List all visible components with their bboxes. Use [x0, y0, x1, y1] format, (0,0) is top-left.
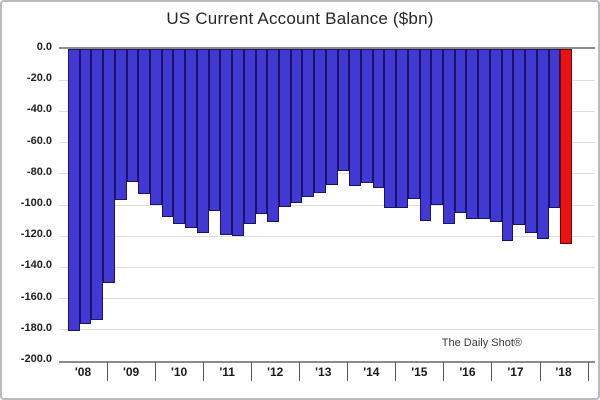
bar-12-q4: [290, 49, 303, 204]
y-tick-label: -80.0: [26, 165, 52, 178]
bar-16-q3: [466, 49, 479, 220]
bar-09-q3: [138, 49, 151, 195]
x-year-label: '11: [219, 365, 235, 379]
bar-14-q1: [349, 49, 361, 187]
bar-09-q4: [150, 49, 162, 205]
bar-15-q2: [407, 49, 420, 199]
bar-17-q3: [513, 49, 526, 226]
y-tick-label: -40.0: [26, 103, 52, 116]
x-axis-separator-tick: [203, 362, 205, 381]
gridline: [59, 266, 595, 268]
x-axis-separator-tick: [587, 362, 589, 381]
y-tick-label: -180.0: [20, 321, 52, 334]
bar-17-q4: [525, 49, 537, 234]
bar-11-q4: [243, 49, 256, 224]
bar-08-q1: [68, 49, 80, 332]
bar-10-q1: [161, 49, 174, 218]
gridline: [59, 204, 595, 206]
bar-14-q4: [384, 49, 397, 209]
bar-13-q2: [314, 49, 326, 193]
bar-11-q3: [232, 49, 244, 237]
bar-16-q2: [454, 49, 467, 213]
bar-08-q3: [91, 49, 104, 321]
plot-area: [59, 47, 595, 363]
bar-17-q1: [489, 49, 502, 223]
bar-18-q3: [560, 49, 572, 244]
x-year-label: '13: [315, 365, 332, 379]
bar-11-q2: [220, 49, 233, 235]
gridline: [59, 298, 595, 300]
x-axis-separator-tick: [395, 362, 397, 381]
x-axis-separator-tick: [347, 362, 349, 381]
x-axis-separator-tick: [443, 362, 445, 381]
gridline: [59, 329, 595, 331]
x-axis-separator-tick: [491, 362, 493, 381]
bar-10-q3: [185, 49, 197, 229]
x-year-label: '10: [171, 365, 188, 379]
y-tick-label: -100.0: [20, 197, 52, 209]
bar-13-q3: [325, 49, 338, 185]
bar-08-q4: [103, 49, 115, 283]
chart-title: US Current Account Balance ($bn): [166, 9, 434, 28]
x-axis-separator-tick: [299, 362, 301, 381]
bar-13-q1: [302, 49, 315, 198]
y-tick-label: 0.0: [36, 41, 52, 53]
x-axis-separator-tick: [155, 362, 157, 381]
y-tick-label: -200.0: [20, 353, 52, 365]
bar-16-q4: [478, 49, 490, 220]
x-axis-separator-tick: [539, 362, 541, 381]
bar-12-q2: [267, 49, 279, 223]
x-year-label: '08: [74, 365, 92, 379]
bar-11-q1: [208, 49, 221, 212]
x-year-label: '09: [122, 365, 140, 379]
bar-13-q4: [337, 49, 350, 171]
bar-17-q2: [501, 49, 514, 241]
bar-15-q3: [419, 49, 432, 221]
bar-10-q2: [173, 49, 186, 224]
bar-08-q2: [79, 49, 92, 324]
x-year-label: '17: [507, 365, 524, 379]
y-tick-label: -160.0: [20, 290, 52, 303]
bar-15-q4: [431, 49, 444, 205]
gridline: [59, 235, 595, 237]
x-year-label: '15: [411, 365, 428, 379]
bar-09-q2: [126, 49, 139, 182]
y-tick-label: -140.0: [20, 259, 52, 272]
x-year-label: '14: [363, 365, 380, 379]
bar-09-q1: [114, 49, 127, 201]
bar-14-q2: [361, 49, 373, 184]
bar-18-q1: [536, 49, 549, 240]
bar-10-q4: [196, 49, 209, 234]
x-year-label: '12: [267, 365, 284, 379]
bar-14-q3: [372, 49, 385, 188]
x-year-label: '16: [459, 365, 476, 379]
bar-18-q2: [548, 49, 561, 209]
bar-12-q3: [278, 49, 291, 207]
x-axis-separator-tick: [251, 362, 253, 381]
bar-12-q1: [255, 49, 268, 215]
watermark-daily-shot: The Daily Shot®: [441, 337, 522, 349]
bar-16-q1: [443, 49, 455, 224]
y-tick-label: -60.0: [26, 134, 52, 147]
y-tick-label: -120.0: [20, 228, 52, 241]
bar-15-q1: [396, 49, 408, 209]
y-tick-label: -20.0: [26, 72, 52, 85]
x-axis-separator-tick: [107, 362, 109, 381]
x-year-label: '18: [555, 365, 572, 379]
